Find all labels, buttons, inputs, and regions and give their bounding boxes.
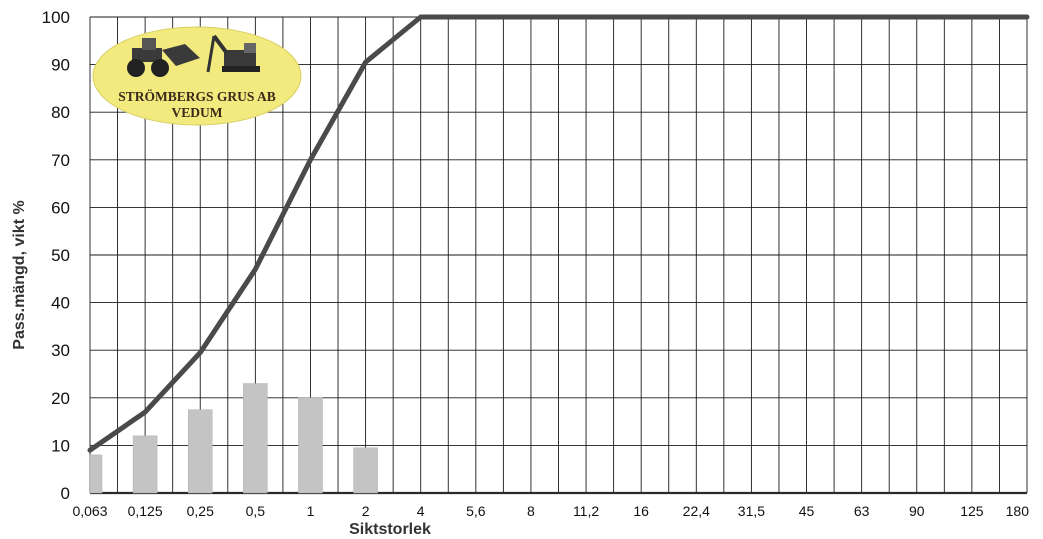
- x-tick-label: 4: [417, 503, 425, 519]
- x-tick-label: 180: [1006, 503, 1030, 519]
- logo-line2: VEDUM: [172, 105, 223, 120]
- y-tick-label: 20: [51, 389, 70, 408]
- company-logo: STRÖMBERGS GRUS AB VEDUM: [92, 26, 302, 126]
- x-tick-label: 31,5: [738, 503, 765, 519]
- y-tick-label: 30: [51, 341, 70, 360]
- y-tick-label: 10: [51, 436, 70, 455]
- x-tick-label: 2: [362, 503, 370, 519]
- bar-0,5: [243, 383, 268, 494]
- passing-curve: [87, 14, 1030, 453]
- x-tick-label: 0,063: [72, 503, 107, 519]
- y-axis-label: Pass.mängd, vikt %: [11, 200, 28, 349]
- y-tick-label: 0: [61, 484, 70, 503]
- y-tick-label: 70: [51, 151, 70, 170]
- x-tick-label: 90: [909, 503, 925, 519]
- x-axis-label: Siktstorlek: [349, 521, 431, 538]
- x-tick-label: 1: [307, 503, 315, 519]
- x-tick-label: 125: [960, 503, 984, 519]
- excavator-icon: [206, 34, 260, 73]
- x-tick-label: 11,2: [573, 503, 599, 519]
- y-tick-labels: 0 10 20 30 40 50 60 70 80 90 100: [42, 8, 70, 503]
- x-tick-label: 8: [527, 503, 535, 519]
- y-tick-label: 60: [51, 198, 70, 217]
- bar-0,125: [132, 435, 158, 494]
- logo-line1: STRÖMBERGS GRUS AB: [118, 89, 276, 104]
- x-tick-label: 45: [799, 503, 815, 519]
- x-tick-label: 0,25: [187, 503, 214, 519]
- x-tick-label: 0,125: [128, 503, 163, 519]
- y-tick-label: 40: [51, 294, 70, 313]
- x-tick-label: 63: [854, 503, 870, 519]
- bar-0,063: [89, 454, 103, 494]
- y-tick-label: 90: [51, 56, 70, 75]
- y-tick-label: 50: [51, 246, 70, 265]
- y-tick-label: 100: [42, 8, 70, 27]
- bar-1: [298, 397, 323, 494]
- x-tick-label: 22,4: [683, 503, 710, 519]
- bar-0,25: [187, 409, 213, 494]
- x-tick-label: 16: [633, 503, 649, 519]
- line-series: [87, 14, 1030, 453]
- x-tick-label: 5,6: [466, 503, 486, 519]
- bar-series: [89, 383, 378, 494]
- bar-2: [353, 447, 378, 494]
- x-tick-labels: 0,063 0,125 0,25 0,5 1 2 4 5,6 8 11,2 16 22,4 31,5 45…: [72, 503, 1029, 519]
- y-tick-label: 80: [51, 103, 70, 122]
- x-tick-label: 0,5: [246, 503, 266, 519]
- wheel-loader-icon: [127, 38, 200, 77]
